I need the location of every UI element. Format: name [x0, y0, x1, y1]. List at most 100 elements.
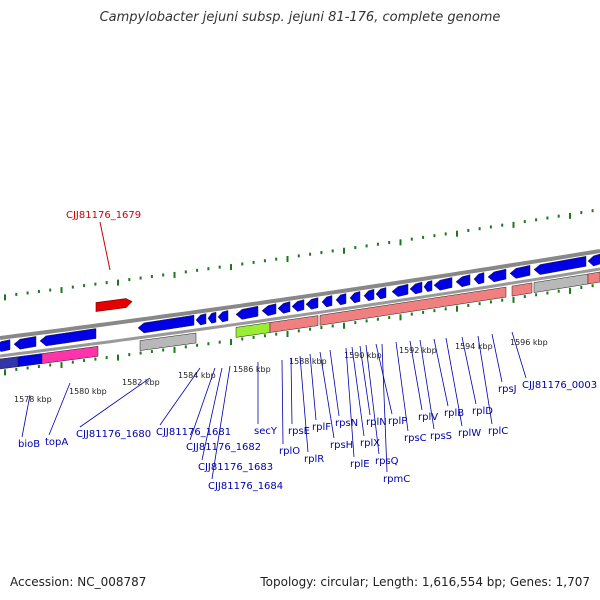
accession-text: Accession: NC_008787: [10, 575, 147, 589]
gene-label[interactable]: rpsJ: [498, 384, 517, 395]
gene-arrow[interactable]: [509, 264, 531, 279]
gene-arrow[interactable]: [137, 314, 195, 334]
gene-arrow[interactable]: [235, 305, 259, 320]
gene-block[interactable]: [41, 346, 99, 364]
gene-arrow[interactable]: [277, 301, 291, 314]
upper-tick-track: [4, 209, 594, 301]
leader-line: [445, 337, 463, 427]
gene-label[interactable]: CJJ81176_0003: [522, 380, 597, 391]
gene-block[interactable]: [511, 282, 533, 297]
gene-label[interactable]: CJJ81176_1680: [76, 429, 151, 440]
gene-label[interactable]: rplE: [350, 459, 370, 470]
lower-tick-track: [4, 284, 594, 376]
scale-tick-label: 1596 kbp: [510, 338, 548, 347]
gene-label[interactable]: rplV: [418, 412, 438, 423]
gene-arrow[interactable]: [207, 311, 217, 324]
gene-label[interactable]: rpmC: [383, 474, 410, 485]
leader-line: [281, 359, 284, 445]
gene-label[interactable]: rplF: [312, 422, 331, 433]
genome-backbone: [0, 249, 600, 358]
gene-arrow[interactable]: [363, 288, 375, 302]
leader-line: [375, 343, 393, 415]
leader-line: [351, 346, 365, 437]
gene-arrow[interactable]: [13, 336, 37, 350]
gene-label[interactable]: rplN: [366, 417, 387, 428]
gene-label[interactable]: CJJ81176_1682: [186, 442, 261, 453]
gene-track: [0, 253, 600, 370]
genome-summary-text: Topology: circular; Length: 1,616,554 bp…: [260, 575, 590, 589]
scale-tick-label: 1590 kbp: [344, 351, 382, 360]
gene-arrow[interactable]: [305, 297, 319, 310]
gene-label[interactable]: rplD: [472, 406, 493, 417]
gene-label[interactable]: rplW: [458, 428, 481, 439]
selected-gene-arrow[interactable]: [95, 298, 133, 312]
leader-line: [329, 349, 340, 417]
leader-line: [419, 339, 435, 430]
gene-block[interactable]: [587, 271, 600, 285]
gene-arrow[interactable]: [433, 277, 453, 291]
leader-line: [477, 335, 493, 425]
gene-arrow[interactable]: [261, 303, 277, 316]
gene-label[interactable]: CJJ81176_1683: [198, 462, 273, 473]
gene-arrow[interactable]: [349, 291, 361, 304]
gene-block[interactable]: [17, 353, 43, 367]
gene-label[interactable]: bioB: [18, 439, 40, 450]
gene-label[interactable]: rplB: [444, 408, 464, 419]
gene-label[interactable]: rplC: [488, 426, 508, 437]
gene-label[interactable]: secY: [254, 426, 278, 437]
pseudogene-block[interactable]: [139, 332, 197, 351]
gene-label[interactable]: rpsC: [404, 433, 427, 444]
gene-arrow[interactable]: [533, 256, 587, 275]
scale-tick-label: 1588 kbp: [289, 357, 327, 366]
gene-label[interactable]: rpsH: [330, 440, 353, 451]
scale-tick-label: 1580 kbp: [69, 387, 107, 396]
gene-label[interactable]: rplP: [388, 416, 407, 427]
gene-arrow[interactable]: [455, 274, 471, 288]
backbone-line: [0, 249, 600, 340]
gene-arrow[interactable]: [217, 310, 229, 323]
gene-label[interactable]: rpsE: [288, 426, 310, 437]
gene-arrow[interactable]: [0, 339, 11, 352]
gene-block[interactable]: [0, 356, 19, 370]
gene-arrow[interactable]: [39, 328, 97, 347]
scale-tick-label: 1584 kbp: [178, 371, 216, 380]
gene-label[interactable]: CJJ81176_1681: [156, 427, 231, 438]
gene-label[interactable]: CJJ81176_1684: [208, 481, 283, 492]
gene-arrow[interactable]: [335, 293, 347, 306]
leader-line: [511, 331, 527, 379]
gene-arrow[interactable]: [487, 268, 507, 283]
gene-label[interactable]: topA: [45, 437, 68, 448]
leader-line: [309, 353, 317, 421]
leader-line: [395, 341, 409, 432]
gene-block[interactable]: [319, 286, 507, 326]
scale-tick-label: 1582 kbp: [122, 378, 160, 387]
gene-label[interactable]: rpsS: [430, 431, 452, 442]
gene-arrow[interactable]: [291, 299, 305, 312]
gene-label[interactable]: rplX: [360, 438, 380, 449]
gene-block[interactable]: [269, 315, 319, 333]
gene-arrow[interactable]: [423, 280, 433, 293]
leader-line: [99, 221, 111, 271]
gene-arrow[interactable]: [587, 253, 600, 267]
leader-line: [48, 382, 71, 436]
leader-line: [211, 365, 231, 480]
gene-arrow[interactable]: [409, 281, 423, 295]
leader-line: [359, 345, 371, 416]
leader-line: [189, 367, 216, 441]
leader-line: [461, 336, 477, 405]
gene-label[interactable]: rpsN: [335, 418, 358, 429]
gene-arrow[interactable]: [473, 272, 485, 285]
gene-arrow[interactable]: [391, 283, 409, 297]
leader-line: [21, 394, 31, 438]
leader-line: [345, 347, 355, 458]
leader-line: [299, 355, 309, 453]
scale-tick-label: 1578 kbp: [14, 395, 52, 404]
selected-gene-label[interactable]: CJJ81176_1679: [66, 210, 141, 221]
gene-label[interactable]: rplO: [279, 446, 300, 457]
backbone-line-lower: [0, 267, 600, 358]
gene-arrow[interactable]: [375, 287, 387, 300]
gene-label[interactable]: rplR: [304, 454, 324, 465]
gene-arrow[interactable]: [321, 295, 333, 308]
gene-arrow[interactable]: [195, 313, 207, 326]
